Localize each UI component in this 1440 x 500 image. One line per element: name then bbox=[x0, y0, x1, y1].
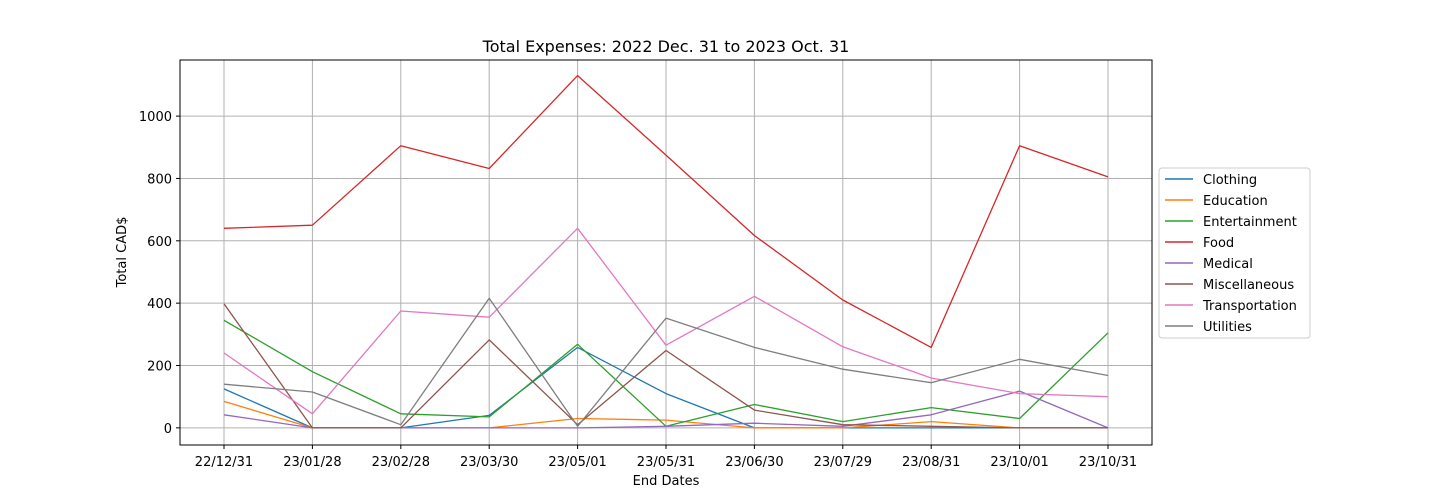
x-tick-label: 23/05/31 bbox=[637, 455, 695, 470]
y-tick-label: 400 bbox=[147, 297, 172, 312]
x-tick-label: 22/12/31 bbox=[195, 455, 253, 470]
legend-entry: Utilities bbox=[1203, 320, 1252, 335]
series-line-transportation bbox=[223, 227, 1109, 415]
grid-lines bbox=[180, 60, 1152, 445]
chart-title: Total Expenses: 2022 Dec. 31 to 2023 Oct… bbox=[482, 37, 850, 56]
y-tick-label: 600 bbox=[147, 235, 172, 250]
y-axis-title: Total CAD$ bbox=[115, 217, 130, 289]
x-tick-label: 23/03/30 bbox=[460, 455, 518, 470]
legend: Clothing Education Entertainment Food Medica… bbox=[1158, 167, 1311, 339]
legend-entry: Food bbox=[1203, 236, 1234, 251]
x-tick-label: 23/06/30 bbox=[725, 455, 783, 470]
legend-entry: Entertainment bbox=[1203, 215, 1297, 230]
x-axis-ticks: 22/12/31 23/01/28 23/02/28 23/03/30 23/05/01… bbox=[195, 445, 1137, 470]
legend-box bbox=[1158, 167, 1311, 339]
x-tick-label: 23/10/01 bbox=[990, 455, 1048, 470]
y-tick-label: 800 bbox=[147, 172, 172, 187]
x-tick-label: 23/05/01 bbox=[548, 455, 606, 470]
series-lines bbox=[223, 74, 1109, 429]
legend-entry: Medical bbox=[1203, 257, 1253, 272]
x-axis-title: End Dates bbox=[633, 474, 700, 489]
legend-entry: Education bbox=[1203, 194, 1268, 209]
y-tick-label: 1000 bbox=[139, 110, 172, 125]
y-tick-label: 200 bbox=[147, 360, 172, 375]
series-line-miscellaneous bbox=[223, 303, 1108, 429]
series-line-utilities bbox=[223, 297, 1109, 427]
x-tick-label: 23/08/31 bbox=[902, 455, 960, 470]
y-tick-label: 0 bbox=[164, 422, 172, 437]
legend-entry: Miscellaneous bbox=[1203, 278, 1294, 293]
series-line-food bbox=[223, 74, 1109, 349]
legend-entry: Clothing bbox=[1203, 173, 1257, 188]
x-tick-label: 23/07/29 bbox=[814, 455, 872, 470]
x-tick-label: 23/10/31 bbox=[1079, 455, 1137, 470]
y-axis-ticks: 0 200 400 600 800 1000 bbox=[139, 110, 180, 437]
x-tick-label: 23/01/28 bbox=[283, 455, 341, 470]
legend-entry: Transportation bbox=[1202, 299, 1297, 314]
x-tick-label: 23/02/28 bbox=[372, 455, 430, 470]
